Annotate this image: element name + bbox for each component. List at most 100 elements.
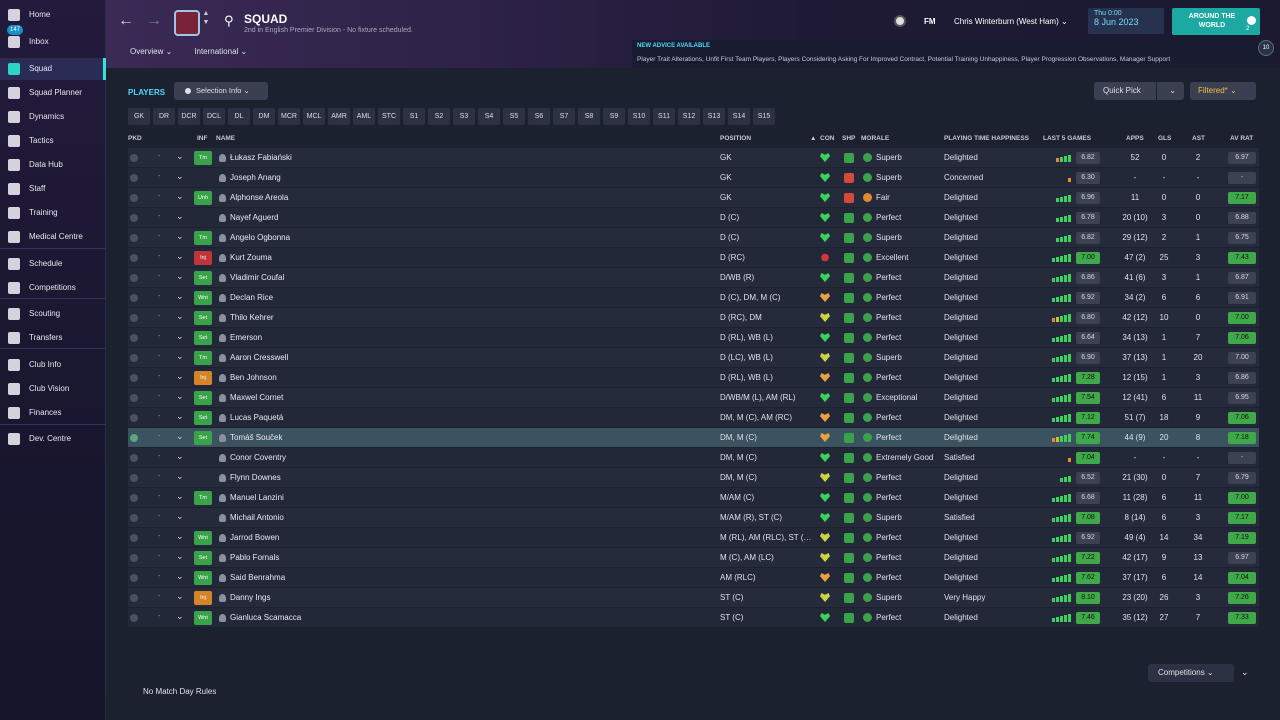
position-filter-s2[interactable]: S2 xyxy=(428,108,450,125)
sidebar-item-medical-centre[interactable]: Medical Centre xyxy=(0,226,106,248)
status-badge[interactable]: Tm xyxy=(194,351,212,365)
col-gls[interactable]: GLS xyxy=(1158,135,1172,142)
sidebar-item-data-hub[interactable]: Data Hub xyxy=(0,154,106,176)
status-badge[interactable]: Inj xyxy=(194,591,212,605)
pkd-checkbox[interactable] xyxy=(130,294,138,302)
chevron-down-icon[interactable]: ⌄ xyxy=(176,351,184,361)
position-filter-mcl[interactable]: MCL xyxy=(303,108,325,125)
player-name[interactable]: Łukasz Fabiański xyxy=(230,153,292,162)
table-row[interactable]: - ⌄ Michail Antonio M/AM (R), ST (C) Superb S… xyxy=(128,508,1259,528)
table-row[interactable]: - ⌄ Set Vladimir Coufal D/WB (R) Perfect Delig… xyxy=(128,268,1259,288)
player-name[interactable]: Thilo Kehrer xyxy=(230,313,274,322)
col-name[interactable]: NAME xyxy=(216,135,236,142)
player-name[interactable]: Pablo Fornals xyxy=(230,553,280,562)
pkd-checkbox[interactable] xyxy=(130,314,138,322)
pkd-checkbox[interactable] xyxy=(130,574,138,582)
table-row[interactable]: - ⌄ Nayef Aguerd D (C) Perfect Delighted 6.78 2… xyxy=(128,208,1259,228)
sidebar-item-dev-centre[interactable]: Dev. Centre xyxy=(0,428,106,450)
pkd-checkbox[interactable] xyxy=(130,254,138,262)
chevron-down-icon[interactable]: ⌄ xyxy=(176,311,184,321)
position-filter-s1[interactable]: S1 xyxy=(403,108,425,125)
chevron-down-icon[interactable]: ⌄ xyxy=(176,171,184,181)
table-row[interactable]: - ⌄ Wnt Declan Rice D (C), DM, M (C) Perfect D… xyxy=(128,288,1259,308)
table-row[interactable]: - ⌄ Tm Aaron Cresswell D (LC), WB (L) Superb D… xyxy=(128,348,1259,368)
col-shp[interactable]: SHP xyxy=(842,135,856,142)
player-name[interactable]: Lucas Paquetá xyxy=(230,413,284,422)
table-row[interactable]: - ⌄ Joseph Anang GK Superb Concerned 6.30 - - - - xyxy=(128,168,1259,188)
col-playing-time[interactable]: PLAYING TIME HAPPINESS xyxy=(944,135,1029,142)
sidebar-item-training[interactable]: Training xyxy=(0,202,106,224)
position-filter-aml[interactable]: AML xyxy=(353,108,375,125)
chevron-down-icon[interactable]: ⌄ xyxy=(176,411,184,421)
position-filter-s9[interactable]: S9 xyxy=(603,108,625,125)
position-filter-s4[interactable]: S4 xyxy=(478,108,500,125)
table-row[interactable]: - ⌄ Set Maxwel Cornet D/WB/M (L), AM (RL) Exc… xyxy=(128,388,1259,408)
sidebar-item-staff[interactable]: Staff xyxy=(0,178,106,200)
chevron-down-icon[interactable]: ⌄ xyxy=(176,191,184,201)
table-row[interactable]: - ⌄ Set Lucas Paquetá DM, M (C), AM (RC) Perf… xyxy=(128,408,1259,428)
status-badge[interactable]: Inj xyxy=(194,371,212,385)
status-badge[interactable]: Wnt xyxy=(194,531,212,545)
sidebar-item-scouting[interactable]: Scouting xyxy=(0,303,106,325)
chevron-down-icon[interactable]: ⌄ xyxy=(176,551,184,561)
table-row[interactable]: - ⌄ Set Pablo Fornals M (C), AM (LC) Perfect D… xyxy=(128,548,1259,568)
forward-arrow-icon[interactable]: → xyxy=(146,12,162,29)
advice-count-badge[interactable]: 10 xyxy=(1258,40,1274,56)
position-filter-s12[interactable]: S12 xyxy=(678,108,700,125)
status-badge[interactable]: Set xyxy=(194,271,212,285)
pkd-checkbox[interactable] xyxy=(130,434,138,442)
sidebar-item-dynamics[interactable]: Dynamics xyxy=(0,106,106,128)
chevron-down-icon[interactable]: ⌄ xyxy=(176,451,184,461)
fm-logo[interactable]: FM xyxy=(924,17,936,26)
chevron-down-icon[interactable]: ⌄ xyxy=(1241,667,1249,677)
player-name[interactable]: Flynn Downes xyxy=(230,473,281,482)
pkd-checkbox[interactable] xyxy=(130,594,138,602)
status-badge[interactable]: Tm xyxy=(194,231,212,245)
status-badge[interactable]: Tm xyxy=(194,491,212,505)
chevron-down-icon[interactable]: ⌄ xyxy=(176,571,184,581)
col-pkd[interactable]: PKD xyxy=(128,135,142,142)
position-filter-gk[interactable]: GK xyxy=(128,108,150,125)
sidebar-item-finances[interactable]: Finances xyxy=(0,402,106,424)
tab-overview[interactable]: Overview ⌄ xyxy=(122,46,181,72)
position-filter-amr[interactable]: AMR xyxy=(328,108,350,125)
player-name[interactable]: Manuel Lanzini xyxy=(230,493,284,502)
pkd-checkbox[interactable] xyxy=(130,274,138,282)
table-row[interactable]: - ⌄ Tm Manuel Lanzini M/AM (C) Perfect Delight… xyxy=(128,488,1259,508)
player-name[interactable]: Conor Coventry xyxy=(230,453,287,462)
pkd-checkbox[interactable] xyxy=(130,214,138,222)
position-filter-s6[interactable]: S6 xyxy=(528,108,550,125)
chevron-down-icon[interactable]: ⌄ xyxy=(176,371,184,381)
chevron-down-icon[interactable]: ⌄ xyxy=(176,251,184,261)
col-morale[interactable]: MORALE xyxy=(861,135,890,142)
player-name[interactable]: Michail Antonio xyxy=(230,513,284,522)
player-name[interactable]: Vladimir Coufal xyxy=(230,273,285,282)
col-apps[interactable]: APPS xyxy=(1126,135,1144,142)
table-row[interactable]: - ⌄ Inj Ben Johnson D (RL), WB (L) Perfect Del… xyxy=(128,368,1259,388)
position-filter-stc[interactable]: STC xyxy=(378,108,400,125)
player-name[interactable]: Said Benrahma xyxy=(230,573,286,582)
sidebar-item-tactics[interactable]: Tactics xyxy=(0,130,106,152)
pkd-checkbox[interactable] xyxy=(130,154,138,162)
pkd-checkbox[interactable] xyxy=(130,374,138,382)
pkd-checkbox[interactable] xyxy=(130,494,138,502)
pkd-checkbox[interactable] xyxy=(130,474,138,482)
chevron-down-icon[interactable]: ⌄ xyxy=(176,271,184,281)
table-row[interactable]: - ⌄ Inj Kurt Zouma D (RC) Excellent Delighted 7… xyxy=(128,248,1259,268)
position-filter-s8[interactable]: S8 xyxy=(578,108,600,125)
status-badge[interactable]: Set xyxy=(194,331,212,345)
position-filter-dl[interactable]: DL xyxy=(228,108,250,125)
sidebar-item-competitions[interactable]: Competitions xyxy=(0,277,106,299)
status-badge[interactable]: Tm xyxy=(194,151,212,165)
player-name[interactable]: Angelo Ogbonna xyxy=(230,233,291,242)
col-last-five[interactable]: LAST 5 GAMES xyxy=(1043,135,1092,142)
player-name[interactable]: Danny Ings xyxy=(230,593,271,602)
position-filter-s5[interactable]: S5 xyxy=(503,108,525,125)
status-badge[interactable]: Unh xyxy=(194,191,212,205)
table-row[interactable]: - ⌄ Wnt Gianluca Scamacca ST (C) Perfect Delig… xyxy=(128,608,1259,628)
status-badge[interactable]: Wnt xyxy=(194,611,212,625)
chevron-down-icon[interactable]: ⌄ xyxy=(176,531,184,541)
pkd-checkbox[interactable] xyxy=(130,414,138,422)
table-row[interactable]: - ⌄ Inj Danny Ings ST (C) Superb Very Happy 8.1… xyxy=(128,588,1259,608)
col-con[interactable]: CON xyxy=(820,135,835,142)
